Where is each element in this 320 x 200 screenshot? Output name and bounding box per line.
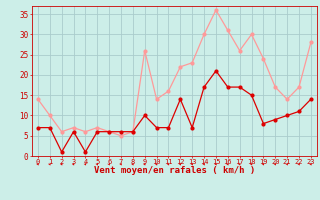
X-axis label: Vent moyen/en rafales ( km/h ): Vent moyen/en rafales ( km/h ) bbox=[94, 166, 255, 175]
